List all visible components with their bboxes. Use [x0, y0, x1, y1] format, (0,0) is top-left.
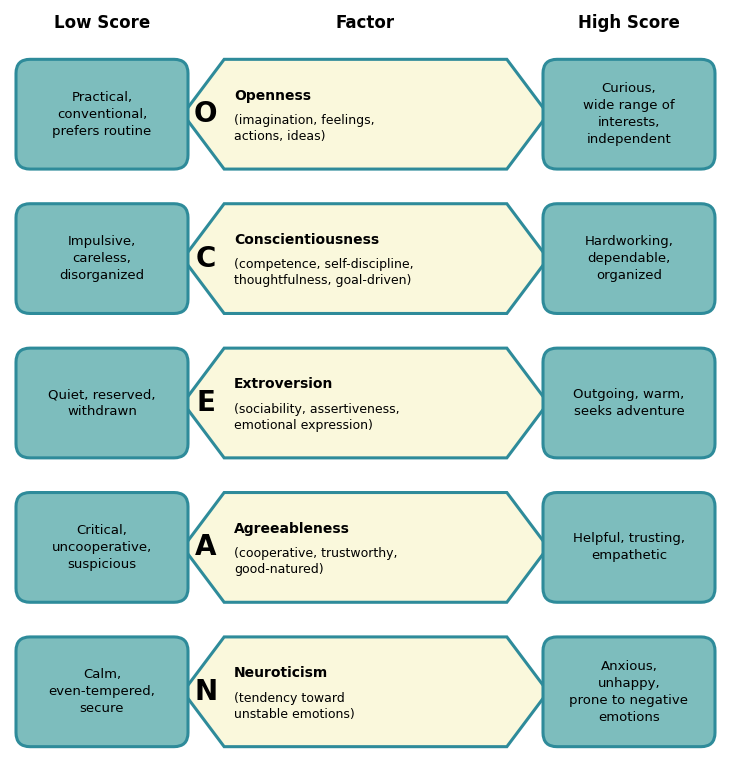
Text: (competence, self-discipline,
thoughtfulness, goal-driven): (competence, self-discipline, thoughtful…	[234, 258, 414, 288]
FancyBboxPatch shape	[543, 637, 715, 747]
Text: Extroversion: Extroversion	[234, 378, 333, 391]
FancyBboxPatch shape	[16, 637, 188, 747]
Polygon shape	[183, 637, 548, 747]
Polygon shape	[183, 59, 548, 169]
FancyBboxPatch shape	[543, 59, 715, 169]
Text: C: C	[195, 245, 216, 272]
Polygon shape	[183, 492, 548, 602]
Text: Impulsive,
careless,
disorganized: Impulsive, careless, disorganized	[59, 235, 145, 282]
Text: Agreeableness: Agreeableness	[234, 521, 350, 536]
Text: Anxious,
unhappy,
prone to negative
emotions: Anxious, unhappy, prone to negative emot…	[569, 660, 689, 724]
Text: Outgoing, warm,
seeks adventure: Outgoing, warm, seeks adventure	[573, 388, 685, 418]
Text: (imagination, feelings,
actions, ideas): (imagination, feelings, actions, ideas)	[234, 114, 375, 143]
Text: Low Score: Low Score	[54, 14, 150, 32]
Text: Conscientiousness: Conscientiousness	[234, 233, 379, 247]
Polygon shape	[183, 204, 548, 314]
Text: Openness: Openness	[234, 88, 311, 102]
Polygon shape	[183, 348, 548, 458]
FancyBboxPatch shape	[16, 204, 188, 314]
Text: (sociability, assertiveness,
emotional expression): (sociability, assertiveness, emotional e…	[234, 403, 400, 431]
Text: High Score: High Score	[578, 14, 680, 32]
FancyBboxPatch shape	[543, 492, 715, 602]
FancyBboxPatch shape	[543, 348, 715, 458]
Text: Calm,
even-tempered,
secure: Calm, even-tempered, secure	[48, 668, 156, 715]
Text: Practical,
conventional,
prefers routine: Practical, conventional, prefers routine	[53, 91, 151, 138]
FancyBboxPatch shape	[543, 204, 715, 314]
Text: (cooperative, trustworthy,
good-natured): (cooperative, trustworthy, good-natured)	[234, 548, 398, 576]
Text: Quiet, reserved,
withdrawn: Quiet, reserved, withdrawn	[48, 388, 156, 418]
FancyBboxPatch shape	[16, 59, 188, 169]
Text: Neuroticism: Neuroticism	[234, 666, 328, 680]
Text: O: O	[194, 100, 217, 128]
Text: Helpful, trusting,
empathetic: Helpful, trusting, empathetic	[573, 532, 685, 562]
Text: Factor: Factor	[336, 14, 395, 32]
FancyBboxPatch shape	[16, 492, 188, 602]
FancyBboxPatch shape	[16, 348, 188, 458]
Text: A: A	[195, 534, 216, 561]
Text: Curious,
wide range of
interests,
independent: Curious, wide range of interests, indepe…	[583, 82, 675, 146]
Text: E: E	[196, 389, 215, 417]
Text: Critical,
uncooperative,
suspicious: Critical, uncooperative, suspicious	[52, 524, 152, 571]
Text: (tendency toward
unstable emotions): (tendency toward unstable emotions)	[234, 691, 355, 721]
Text: Hardworking,
dependable,
organized: Hardworking, dependable, organized	[585, 235, 673, 282]
Text: N: N	[194, 677, 217, 706]
